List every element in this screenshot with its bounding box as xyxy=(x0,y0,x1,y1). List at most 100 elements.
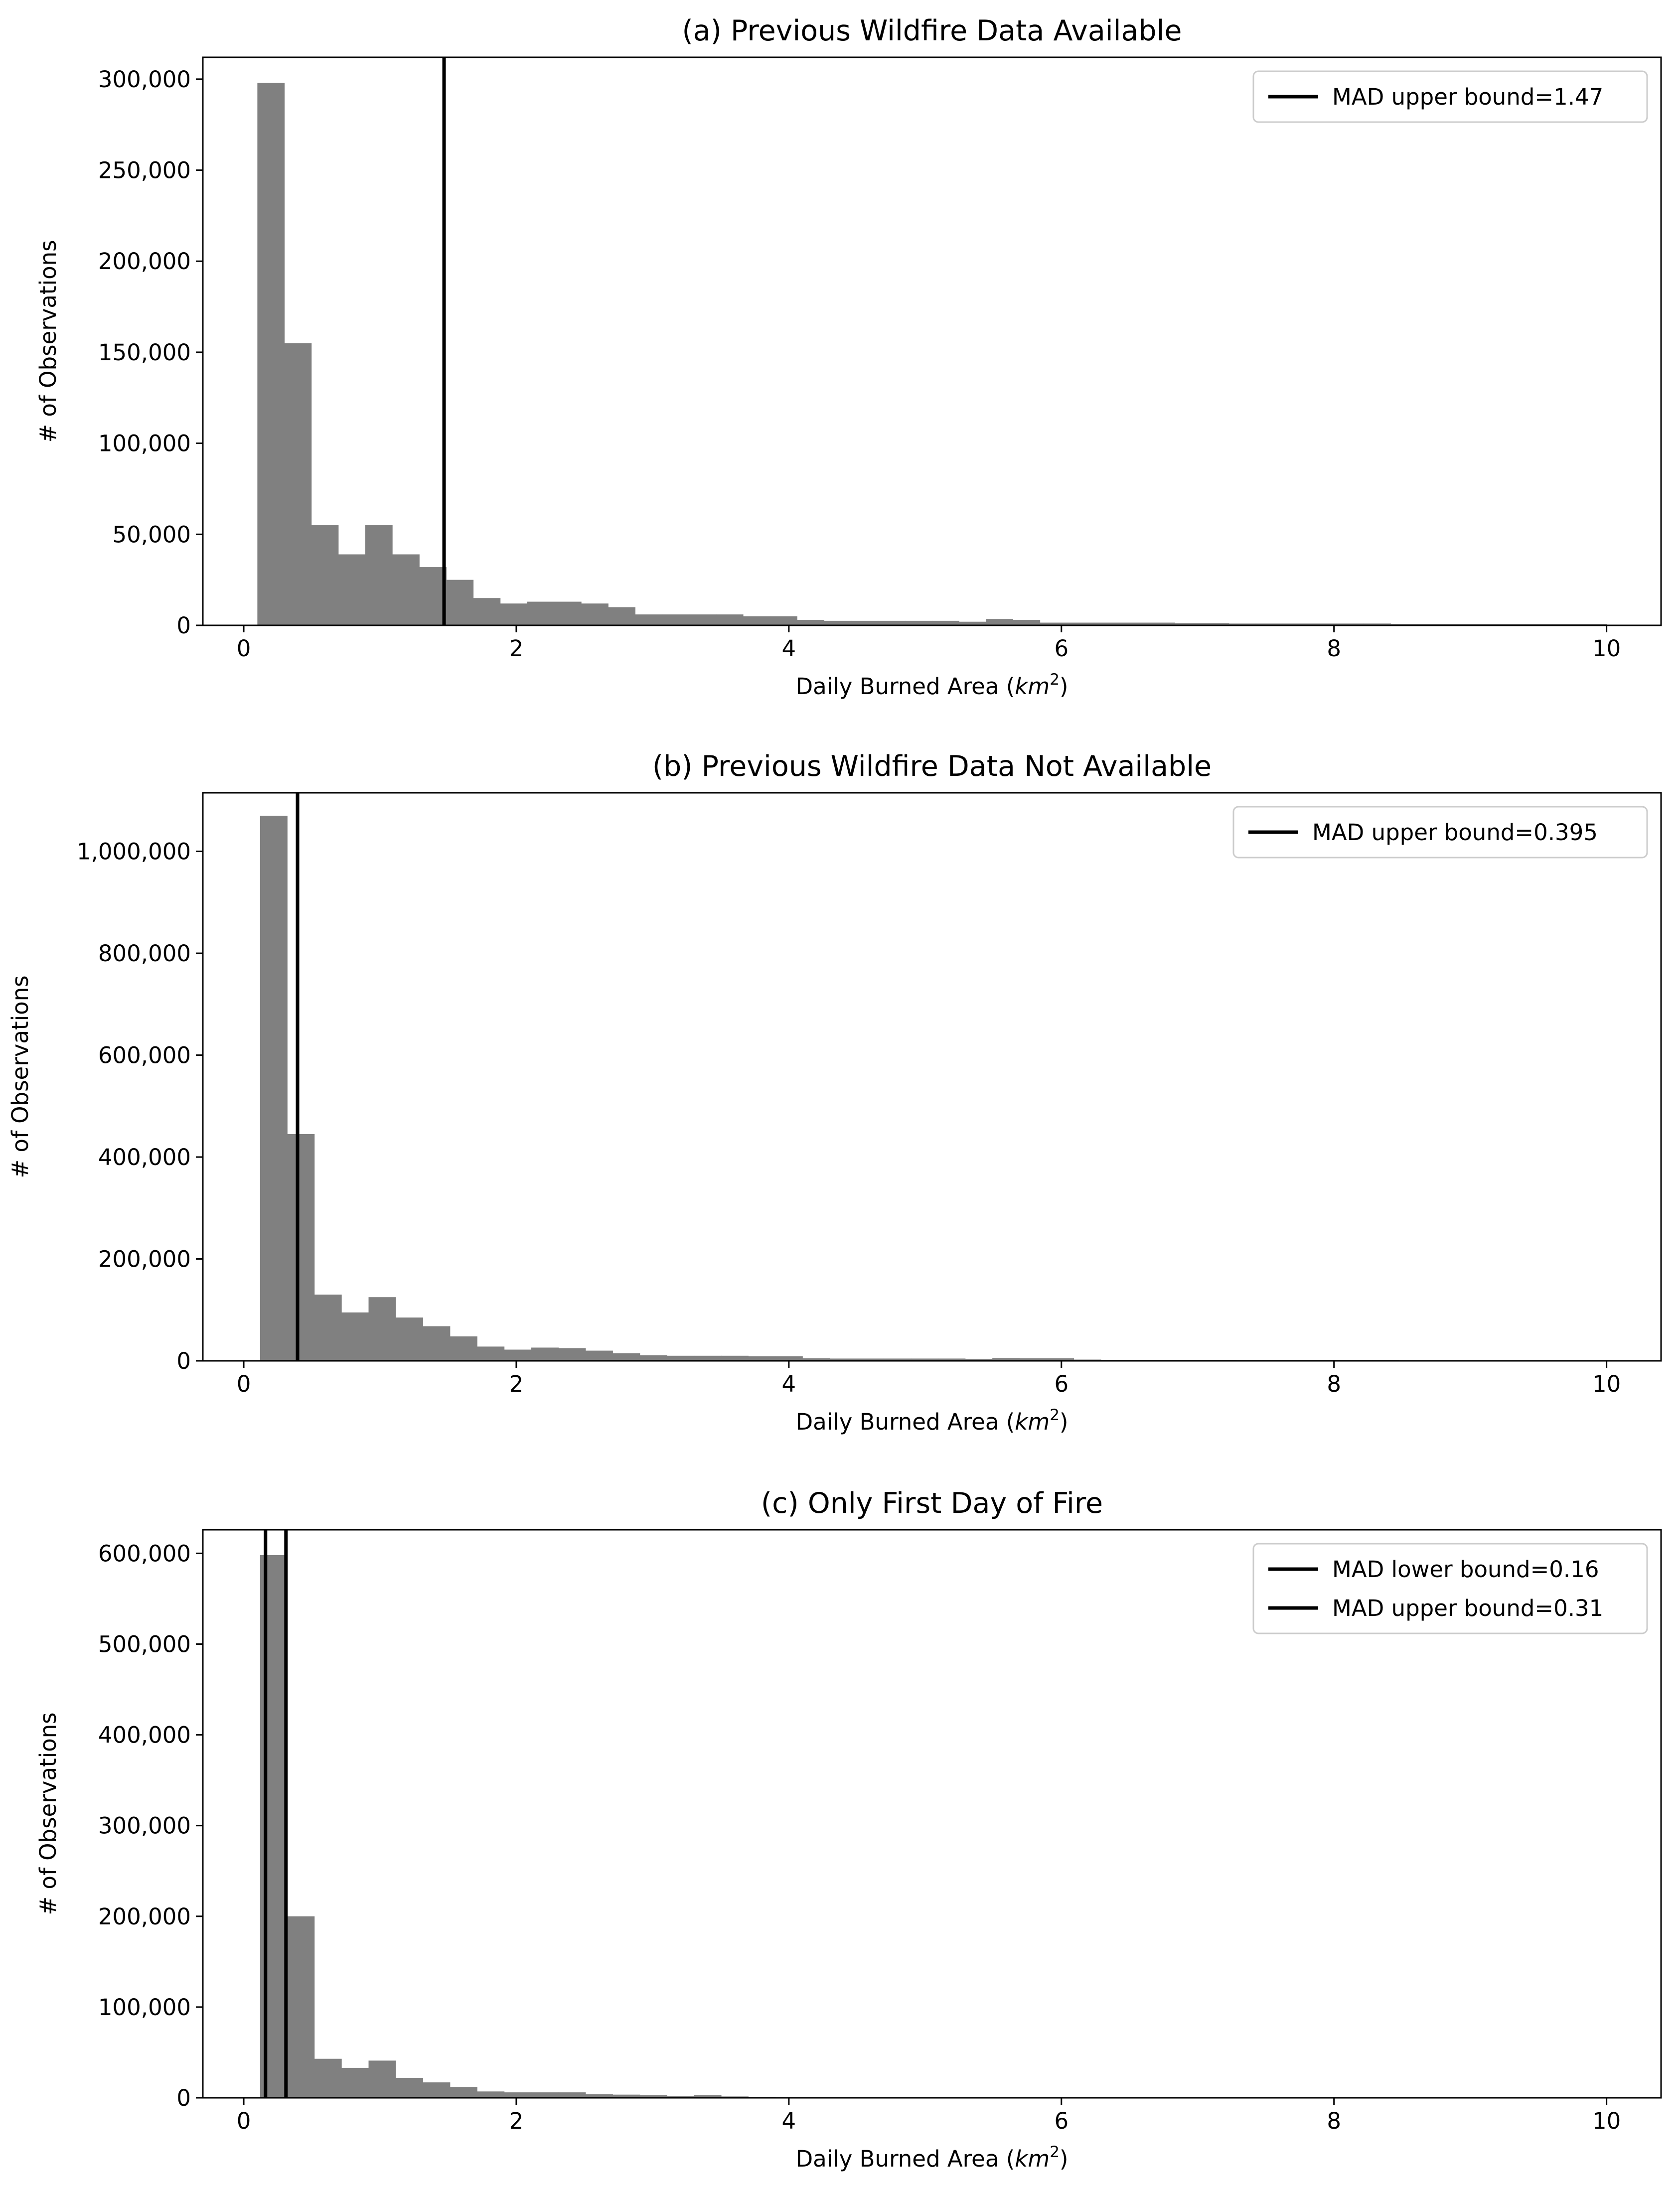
y-tick-label: 250,000 xyxy=(98,157,191,184)
histogram-bar xyxy=(531,2092,559,2098)
histogram-bar xyxy=(1019,1358,1047,1361)
histogram-bar xyxy=(639,2095,667,2098)
legend-entry: MAD upper bound=0.395 xyxy=(1312,819,1598,846)
legend: MAD upper bound=1.47 xyxy=(1252,70,1648,123)
histogram-bar xyxy=(802,1358,830,1361)
histogram-bar xyxy=(662,614,690,625)
chart-panel-1: 0 2 4 6 8 10 0 50,000 100,000 150,000 200,000 250,0… xyxy=(35,14,1662,700)
x-tick-label: 2 xyxy=(509,1371,524,1397)
histogram-bar xyxy=(1013,620,1041,625)
y-tick-label: 0 xyxy=(176,1348,191,1374)
histogram-bar xyxy=(1148,622,1175,625)
histogram-bar xyxy=(477,2091,505,2098)
y-tick-label: 0 xyxy=(176,612,191,639)
histogram-bar xyxy=(341,1312,369,1361)
histogram-bar xyxy=(608,607,635,625)
histogram-bar xyxy=(743,616,770,625)
histogram-bars xyxy=(257,83,1607,625)
chart-panel-2: 0 2 4 6 8 10 0 200,000 400,000 600,000 800,000 1,00… xyxy=(7,750,1662,1435)
histogram-bar xyxy=(423,2082,451,2098)
legend-frame xyxy=(1252,1543,1648,1634)
histogram-bar xyxy=(639,1355,667,1361)
histogram-bar xyxy=(450,1336,477,1361)
histogram-bar xyxy=(473,598,501,625)
histogram-bar xyxy=(721,1355,749,1361)
plot-frame xyxy=(202,56,1662,626)
histogram-bar xyxy=(450,2087,477,2098)
histogram-bar xyxy=(284,343,312,625)
histogram-bar xyxy=(1040,622,1068,625)
histogram-bar xyxy=(770,616,797,625)
histogram-bar xyxy=(585,1350,613,1361)
histogram-bar xyxy=(581,603,609,625)
histogram-bar xyxy=(392,554,420,625)
y-tick-label: 0 xyxy=(176,2085,191,2111)
histogram-bar xyxy=(959,621,986,625)
histogram-bar xyxy=(585,2094,613,2098)
histogram-bar xyxy=(716,614,744,625)
histogram-bar xyxy=(504,1349,532,1361)
legend-frame xyxy=(1252,70,1648,123)
histogram-bar xyxy=(531,1347,559,1361)
histogram-bars xyxy=(260,816,1617,1361)
histogram-bar xyxy=(824,620,852,625)
histogram-bar xyxy=(314,2058,342,2098)
legend-entry: MAD upper bound=0.31 xyxy=(1332,1595,1603,1621)
histogram-bar xyxy=(612,2094,640,2098)
y-tick-label: 500,000 xyxy=(98,1631,191,1657)
histogram-bar xyxy=(365,525,393,625)
histogram-bar xyxy=(635,614,663,625)
x-tick-label: 4 xyxy=(782,1371,796,1397)
histogram-bar xyxy=(911,1358,938,1361)
chart-title: (c) Only First Day of Fire xyxy=(761,1487,1103,1520)
x-tick-label: 10 xyxy=(1592,1371,1621,1397)
x-tick-label: 8 xyxy=(1327,1371,1341,1397)
histogram-bar xyxy=(1067,622,1094,625)
legend: MAD lower bound=0.16 MAD upper bound=0.31 xyxy=(1252,1543,1648,1634)
y-tick-label: 600,000 xyxy=(98,1042,191,1069)
histogram-bar xyxy=(338,554,366,625)
y-tick-label: 100,000 xyxy=(98,1994,191,2021)
histogram-bar xyxy=(694,1355,722,1361)
histogram-bar xyxy=(689,614,717,625)
histogram-bar xyxy=(878,620,906,625)
y-tick-label: 50,000 xyxy=(113,521,191,548)
histogram-bar xyxy=(775,1356,803,1361)
legend: MAD upper bound=0.395 xyxy=(1232,806,1648,859)
histogram-bar xyxy=(857,1358,885,1361)
histogram-bar xyxy=(260,816,288,1361)
histogram-bar xyxy=(667,2096,695,2098)
histogram-bar xyxy=(905,620,932,625)
histogram-bar xyxy=(368,1297,396,1361)
x-tick-label: 6 xyxy=(1054,2108,1069,2134)
histogram-bar xyxy=(554,601,582,625)
histogram-bar xyxy=(1337,623,1364,625)
x-tick-label: 6 xyxy=(1054,1371,1069,1397)
histogram-bar xyxy=(1093,622,1121,625)
chart-title: (a) Previous Wildfire Data Available xyxy=(682,14,1182,47)
y-tick-label: 200,000 xyxy=(98,248,191,275)
histogram-bar xyxy=(992,1358,1020,1361)
y-tick-label: 300,000 xyxy=(98,1813,191,1839)
histogram-bar xyxy=(667,1355,695,1361)
histogram-bar xyxy=(1255,623,1283,625)
legend-frame xyxy=(1232,806,1648,859)
x-axis-label: Daily Burned Area (km2) xyxy=(796,2143,1069,2172)
x-tick-label: 10 xyxy=(1592,635,1621,662)
histogram-bar xyxy=(1121,622,1148,625)
legend-entry: MAD lower bound=0.16 xyxy=(1332,1556,1599,1583)
chart-title: (b) Previous Wildfire Data Not Available xyxy=(652,750,1212,783)
histogram-bar xyxy=(527,601,555,625)
histogram-bar xyxy=(423,1326,451,1361)
x-axis-label: Daily Burned Area (km2) xyxy=(796,1406,1069,1435)
histogram-bar xyxy=(1364,623,1391,625)
x-axis-label: Daily Burned Area (km2) xyxy=(796,671,1069,700)
histogram-bar xyxy=(558,2092,586,2098)
histogram-bars xyxy=(260,1555,1617,2098)
histogram-bar xyxy=(446,580,474,625)
histogram-bar xyxy=(1175,623,1203,625)
histogram-bar xyxy=(884,1358,912,1361)
y-tick-label: 400,000 xyxy=(98,1144,191,1170)
histogram-bar xyxy=(1202,623,1229,625)
